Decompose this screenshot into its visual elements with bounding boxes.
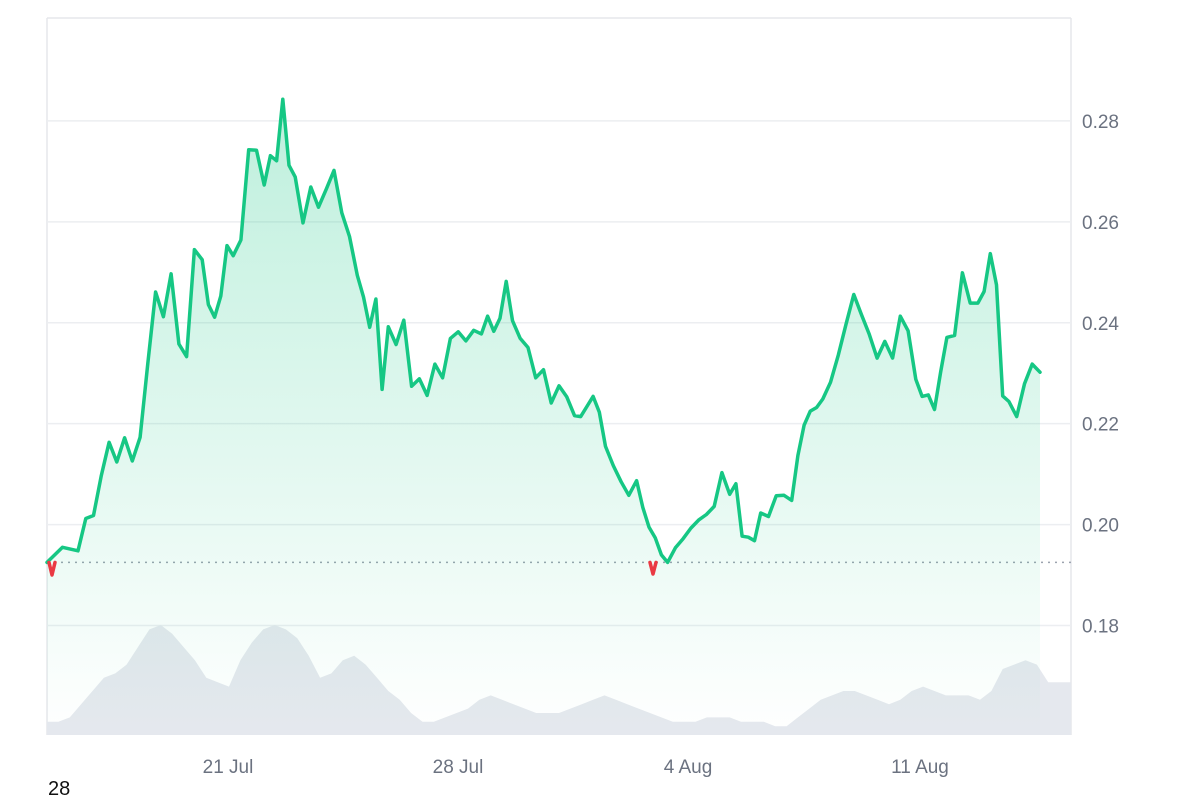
y-tick-label: 0.24 <box>1082 314 1119 335</box>
y-tick-label: 0.20 <box>1082 516 1119 537</box>
y-tick-label: 0.26 <box>1082 213 1119 234</box>
x-axis-ticks: 21 Jul 28 Jul 4 Aug 11 Aug <box>203 757 949 778</box>
y-axis-ticks: 0.18 0.20 0.22 0.24 0.26 0.28 <box>1082 112 1119 638</box>
y-tick-label: 0.28 <box>1082 112 1119 133</box>
x-tick-label: 11 Aug <box>891 757 949 778</box>
price-area-fill <box>47 99 1040 735</box>
price-line <box>45 97 1042 577</box>
price-line-path <box>45 97 1042 565</box>
x-tick-label: 28 Jul <box>433 757 484 778</box>
footer-number: 28 <box>48 778 71 800</box>
below-baseline-dip-1 <box>648 560 658 576</box>
price-area <box>47 99 1040 735</box>
y-tick-label: 0.18 <box>1082 617 1119 638</box>
y-tick-label: 0.22 <box>1082 415 1119 436</box>
below-baseline-dip-0 <box>47 560 57 577</box>
x-tick-label: 4 Aug <box>664 757 713 778</box>
x-tick-label: 21 Jul <box>203 757 254 778</box>
